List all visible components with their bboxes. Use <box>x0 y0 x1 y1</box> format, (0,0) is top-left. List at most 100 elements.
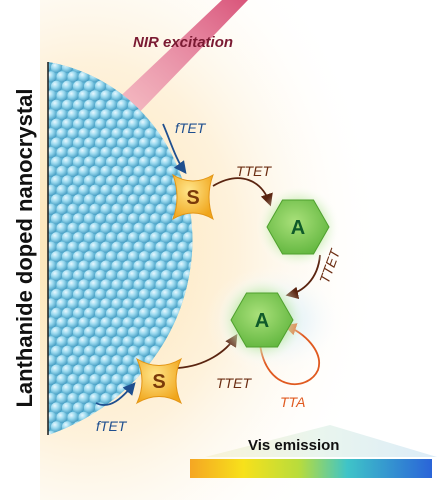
lattice-atom <box>111 147 123 159</box>
lattice-atom <box>61 80 74 92</box>
lattice-atom <box>72 364 85 376</box>
lattice-atom <box>89 222 101 234</box>
lattice-atom <box>111 279 123 291</box>
lattice-atom <box>89 90 101 102</box>
lattice-atom <box>72 288 85 301</box>
lattice-atom <box>105 288 118 301</box>
annihilator-bottom-label: A <box>255 310 269 332</box>
lattice-atom <box>166 241 178 253</box>
lattice-atom <box>138 194 151 206</box>
lattice-atom <box>56 71 68 83</box>
lattice-atom <box>83 402 96 414</box>
lattice-atom <box>133 317 145 329</box>
lattice-atom <box>160 288 173 301</box>
lattice-atom <box>122 317 134 329</box>
lattice-atom <box>122 336 134 348</box>
lattice-atom <box>149 137 162 149</box>
lattice-atom <box>67 279 79 291</box>
ftet-bottom-label: fTET <box>96 418 127 434</box>
lattice-atom <box>61 251 74 263</box>
lattice-atom <box>67 336 79 348</box>
lattice-atom <box>56 393 68 405</box>
lattice-atom <box>100 317 112 329</box>
lattice-atom <box>111 109 123 121</box>
lattice-atom <box>133 279 145 291</box>
lattice-atom <box>89 355 101 367</box>
lattice-atom <box>122 128 134 140</box>
lattice-atom <box>122 279 134 291</box>
lattice-atom <box>144 241 156 253</box>
lattice-atom <box>144 165 156 178</box>
lattice-atom <box>67 374 79 386</box>
lattice-atom <box>50 118 63 130</box>
lattice-atom <box>72 137 85 149</box>
lattice-atom <box>72 99 85 111</box>
lattice-atom <box>127 175 140 187</box>
lattice-atom <box>122 298 134 310</box>
lattice-atom <box>111 374 123 386</box>
lattice-atom <box>78 279 90 291</box>
lattice-atom <box>122 260 134 272</box>
lattice-atom <box>116 213 129 225</box>
lattice-atom <box>72 175 85 187</box>
annihilator-top: A <box>256 185 340 269</box>
lattice-atom <box>149 251 162 263</box>
lattice-atom <box>83 364 96 376</box>
vis-emission-label: Vis emission <box>248 437 340 454</box>
lattice-atom <box>50 232 63 244</box>
lattice-atom <box>67 393 79 405</box>
lattice-atom <box>116 307 129 319</box>
lattice-atom <box>144 298 156 310</box>
lattice-atom <box>89 279 101 291</box>
annihilator-bottom: A <box>218 276 306 364</box>
lattice-atom <box>94 80 107 92</box>
lattice-atom <box>105 270 118 282</box>
lattice-atom <box>56 374 68 386</box>
lattice-atom <box>67 147 79 159</box>
lattice-atom <box>78 222 90 234</box>
lattice-atom <box>94 99 107 111</box>
lattice-atom <box>111 203 123 215</box>
lattice-atom <box>100 355 112 367</box>
lattice-atom <box>171 232 184 244</box>
lattice-atom <box>111 90 123 102</box>
ttet-3-label: TTET <box>216 375 251 391</box>
lattice-atom <box>94 213 107 225</box>
lattice-atom <box>166 279 178 291</box>
lattice-atom <box>127 288 140 301</box>
lattice-atom <box>100 128 112 140</box>
lattice-atom <box>94 251 107 263</box>
lattice-atom <box>94 194 107 206</box>
lattice-atom <box>144 222 156 234</box>
lattice-atom <box>160 307 173 319</box>
lattice-atom <box>127 194 140 206</box>
lattice-atom <box>127 364 140 376</box>
lattice-atom <box>89 203 101 215</box>
lattice-atom <box>67 411 79 424</box>
lattice-atom <box>111 355 123 367</box>
lattice-atom <box>127 307 140 319</box>
lattice-atom <box>116 364 129 376</box>
lattice-atom <box>116 156 129 168</box>
lattice-atom <box>116 99 129 111</box>
lattice-atom <box>100 222 112 234</box>
lattice-atom <box>61 307 74 319</box>
lattice-atom <box>61 402 74 414</box>
lattice-atom <box>160 194 173 206</box>
lattice-atom <box>105 251 118 263</box>
lattice-atom <box>56 298 68 310</box>
lattice-atom <box>122 241 134 253</box>
lattice-atom <box>160 156 173 168</box>
ftet-top-label: fTET <box>175 120 206 136</box>
lattice-atom <box>116 270 129 282</box>
lattice-atom <box>116 345 129 357</box>
lattice-atom <box>171 288 184 301</box>
lattice-atom <box>149 194 162 206</box>
lattice-atom <box>155 165 167 178</box>
lattice-atom <box>78 165 90 178</box>
lattice-atom <box>100 109 112 121</box>
lattice-atom <box>89 393 101 405</box>
lattice-atom <box>155 260 167 272</box>
lattice-atom <box>155 279 167 291</box>
lattice-atom <box>133 203 145 215</box>
